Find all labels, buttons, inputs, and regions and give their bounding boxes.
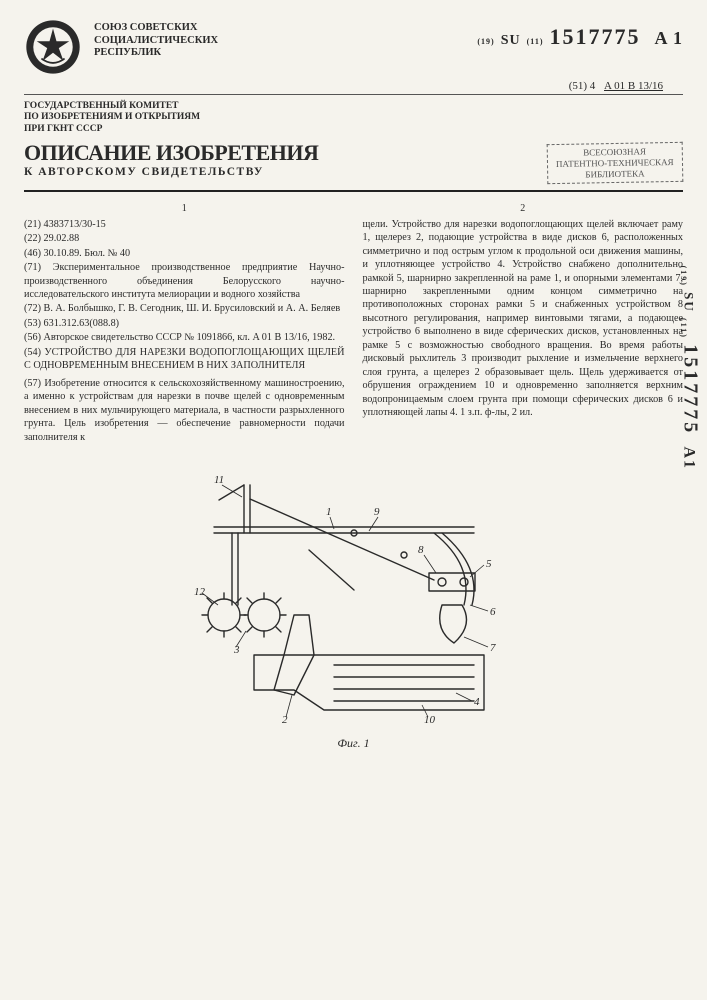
document-subtitle: К АВТОРСКОМУ СВИДЕТЕЛЬСТВУ <box>24 166 318 178</box>
ipc-classification: (51) 4 A 01 B 13/16 <box>24 80 683 95</box>
bibliographic-block: (21) 4383713/30-15 (22) 29.02.88 (46) 30… <box>24 218 345 444</box>
column-number-1: 1 <box>24 202 345 215</box>
field-54: (54) УСТРОЙСТВО ДЛЯ НАРЕЗКИ ВОДОПОГЛОЩАЮ… <box>24 346 345 373</box>
column-number-2: 2 <box>363 202 684 215</box>
svg-text:4: 4 <box>474 696 480 708</box>
abstract-continuation: щели. Устройство для нарезки водопоглоща… <box>363 218 684 420</box>
svg-text:5: 5 <box>486 558 492 570</box>
svg-text:7: 7 <box>490 642 496 654</box>
svg-text:9: 9 <box>374 506 380 518</box>
side-publication-number: (19) SU (11) 1517775 A1 <box>678 266 701 470</box>
document-title: ОПИСАНИЕ ИЗОБРЕТЕНИЯ <box>24 141 318 164</box>
field-53: (53) 631.312.63(088.8) <box>24 317 345 330</box>
field-22: (22) 29.02.88 <box>24 232 345 245</box>
svg-text:2: 2 <box>282 714 288 726</box>
field-46: (46) 30.10.89. Бюл. № 40 <box>24 247 345 260</box>
svg-text:10: 10 <box>424 714 436 726</box>
state-emblem <box>24 18 82 76</box>
library-stamp: ВСЕСОЮЗНАЯ ПАТЕНТНО-ТЕХНИЧЕСКАЯ БИБЛИОТЕ… <box>547 142 683 185</box>
field-57: (57) Изобретение относится к сельскохозя… <box>24 377 345 444</box>
field-56: (56) Авторское свидетельство СССР № 1091… <box>24 331 345 344</box>
committee-label: ГОСУДАРСТВЕННЫЙ КОМИТЕТ ПО ИЗОБРЕТЕНИЯМ … <box>24 101 683 135</box>
svg-text:1: 1 <box>326 506 332 518</box>
field-71: (71) Экспериментальное производственное … <box>24 261 345 301</box>
field-21: (21) 4383713/30-15 <box>24 218 345 231</box>
svg-text:11: 11 <box>214 474 224 486</box>
figure-1: 11 1 9 8 5 6 7 4 10 2 3 12 <box>24 455 683 751</box>
figure-caption: Фиг. 1 <box>24 736 683 751</box>
field-72: (72) В. А. Болбышко, Г. В. Сегодник, Ш. … <box>24 302 345 315</box>
svg-text:6: 6 <box>490 606 496 618</box>
union-label: СОЮЗ СОВЕТСКИХ СОЦИАЛИСТИЧЕСКИХ РЕСПУБЛИ… <box>94 22 218 60</box>
svg-text:12: 12 <box>194 586 206 598</box>
svg-text:8: 8 <box>418 544 424 556</box>
publication-number: (19) SU (11) 1517775 A 1 <box>477 24 683 50</box>
